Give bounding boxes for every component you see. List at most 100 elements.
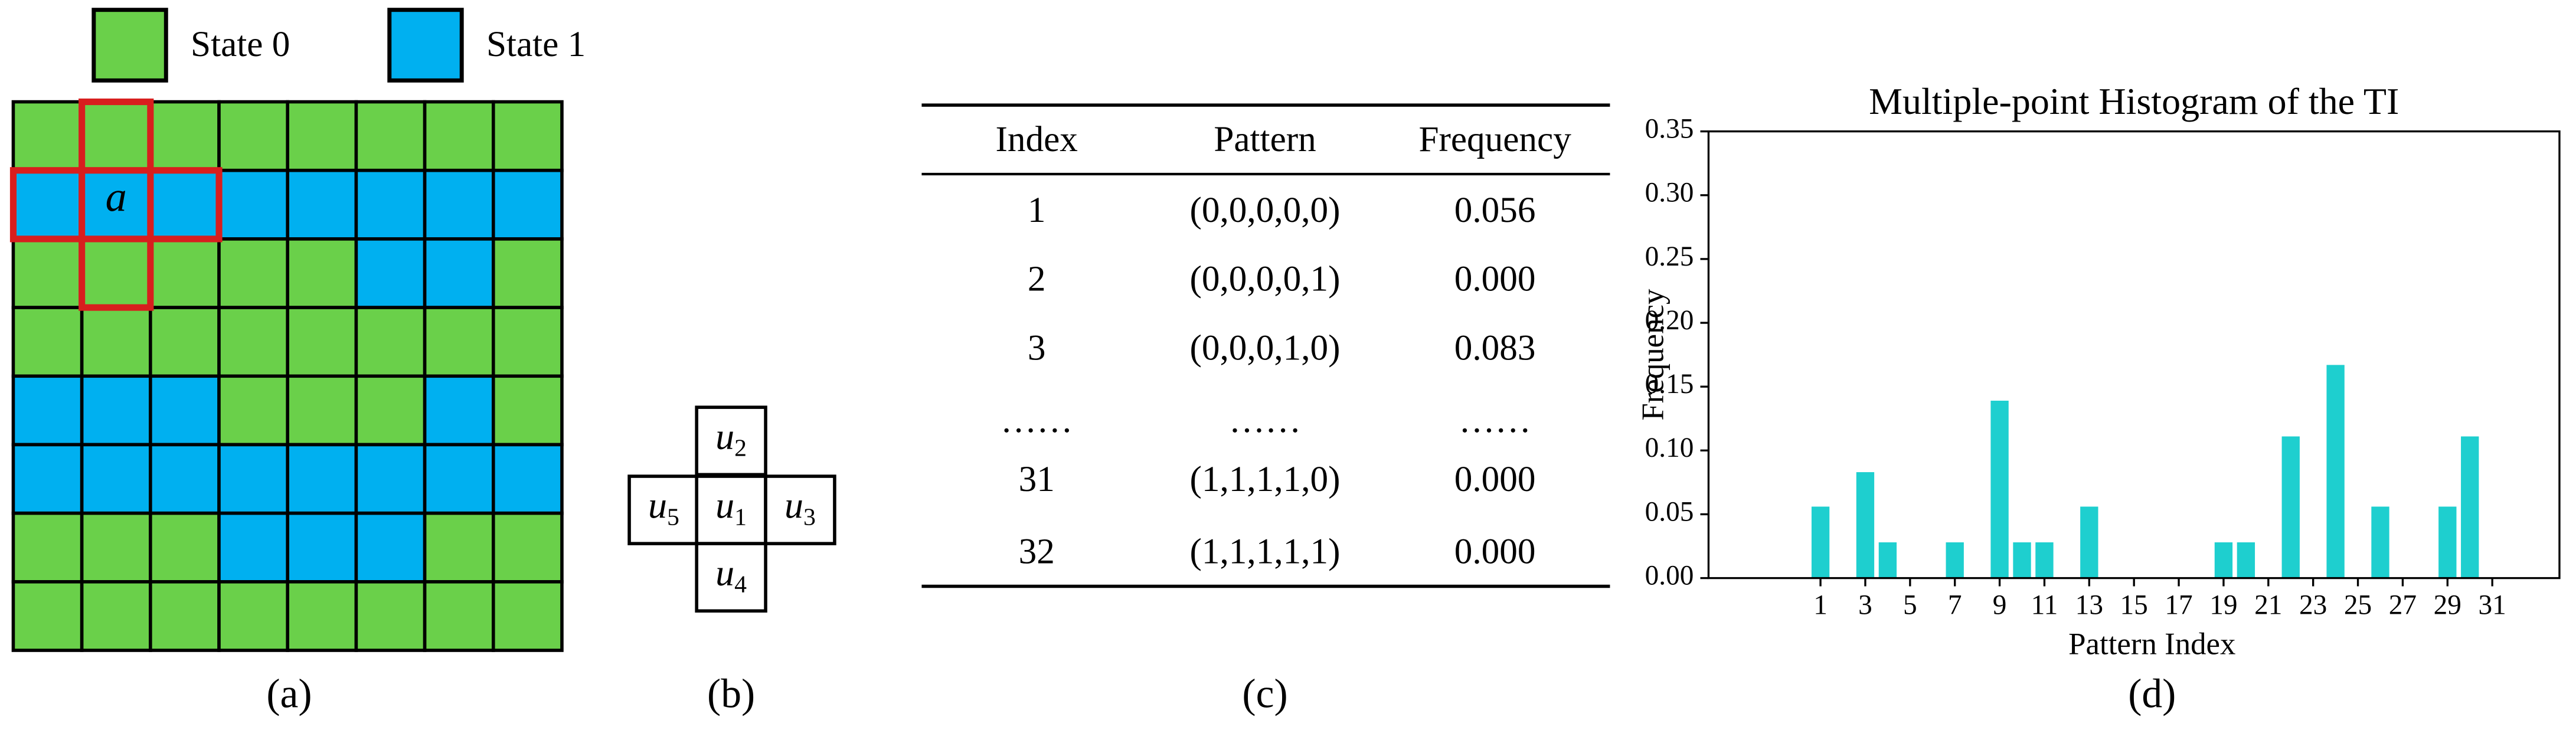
table-cell: 1 bbox=[1028, 190, 1046, 230]
grid-cell bbox=[11, 580, 84, 652]
bar bbox=[2013, 542, 2031, 578]
stencil-label: u5 bbox=[648, 484, 679, 531]
x-axis-label: Pattern Index bbox=[2068, 627, 2235, 662]
symbol: u bbox=[715, 551, 734, 593]
grid-cell bbox=[149, 511, 221, 584]
grid-cell bbox=[80, 168, 152, 241]
grid-cell bbox=[354, 100, 427, 172]
legend-swatch bbox=[91, 8, 168, 83]
highlight bbox=[79, 98, 154, 311]
symbol: u bbox=[784, 484, 803, 526]
bar bbox=[2035, 542, 2054, 578]
grid-cell bbox=[11, 374, 84, 447]
grid-cell bbox=[491, 306, 564, 378]
caption: (c) bbox=[1242, 672, 1287, 717]
grid-cell bbox=[149, 237, 221, 309]
grid-cell bbox=[11, 511, 84, 584]
grid-cell bbox=[354, 580, 427, 652]
grid-cell bbox=[423, 580, 495, 652]
grid-cell bbox=[491, 237, 564, 309]
x-tick-label: 25 bbox=[2344, 590, 2372, 621]
caption: (a) bbox=[266, 672, 312, 717]
grid-cell bbox=[491, 580, 564, 652]
caption: (d) bbox=[2128, 672, 2176, 717]
subscript: 1 bbox=[734, 503, 747, 531]
grid-cell bbox=[423, 374, 495, 447]
grid-cell bbox=[80, 511, 152, 584]
stencil-cell bbox=[695, 542, 767, 613]
bar bbox=[2214, 542, 2233, 578]
y-tick-label: 0.15 bbox=[1645, 369, 1694, 400]
plot-frame bbox=[1707, 130, 2561, 580]
y-tick-label: 0.20 bbox=[1645, 305, 1694, 336]
stencil-label: u1 bbox=[715, 484, 747, 531]
grid-cell bbox=[149, 168, 221, 241]
grid-cell bbox=[80, 100, 152, 172]
grid-cell bbox=[80, 306, 152, 378]
y-tick-label: 0.35 bbox=[1645, 113, 1694, 144]
legend-label: State 1 bbox=[486, 24, 586, 64]
table-cell: (0,0,0,0,0) bbox=[1190, 190, 1341, 230]
x-tick-label: 9 bbox=[1993, 590, 2007, 621]
table-cell: …… bbox=[1229, 400, 1301, 440]
grid-cell bbox=[354, 443, 427, 515]
grid-cell bbox=[491, 511, 564, 584]
x-tick-label: 17 bbox=[2165, 590, 2192, 621]
grid-cell bbox=[423, 100, 495, 172]
table-cell: 0.056 bbox=[1454, 190, 1536, 230]
grid-cell bbox=[217, 580, 289, 652]
grid-cell bbox=[491, 168, 564, 241]
bar bbox=[2080, 506, 2098, 578]
subscript: 2 bbox=[734, 434, 747, 461]
y-tick-label: 0.30 bbox=[1645, 178, 1694, 208]
stencil-label: u4 bbox=[715, 551, 747, 598]
bar bbox=[2237, 542, 2255, 578]
table-header: Pattern bbox=[1214, 119, 1316, 159]
grid-cell bbox=[423, 443, 495, 515]
x-tick-label: 13 bbox=[2075, 590, 2103, 621]
legend-label: State 0 bbox=[191, 24, 290, 64]
grid-cell bbox=[149, 306, 221, 378]
subscript: 5 bbox=[667, 503, 679, 531]
symbol: u bbox=[715, 415, 734, 457]
x-tick-label: 3 bbox=[1858, 590, 1872, 621]
y-tick-label: 0.10 bbox=[1645, 433, 1694, 463]
grid-cell bbox=[149, 100, 221, 172]
grid-cell bbox=[286, 168, 358, 241]
grid-cell bbox=[11, 306, 84, 378]
table-cell: 0.000 bbox=[1454, 459, 1536, 499]
grid-cell bbox=[423, 511, 495, 584]
bar bbox=[1990, 400, 2009, 578]
grid-cell bbox=[80, 580, 152, 652]
table-cell: 0.000 bbox=[1454, 532, 1536, 572]
grid-cell bbox=[11, 443, 84, 515]
bar bbox=[2326, 365, 2345, 578]
grid-cell bbox=[217, 306, 289, 378]
grid-cell bbox=[286, 100, 358, 172]
grid-cell bbox=[80, 374, 152, 447]
grid-cell bbox=[149, 443, 221, 515]
y-tick-label: 0.25 bbox=[1645, 241, 1694, 272]
bar bbox=[1856, 472, 1875, 578]
grid-cell bbox=[217, 168, 289, 241]
subscript: 4 bbox=[734, 571, 747, 598]
x-tick-label: 27 bbox=[2389, 590, 2417, 621]
stencil-cell bbox=[764, 474, 836, 545]
grid-cell bbox=[286, 511, 358, 584]
bar bbox=[2438, 506, 2457, 578]
grid-cell bbox=[11, 168, 84, 241]
y-axis-label: Frequency bbox=[1636, 289, 1671, 421]
grid-cell bbox=[11, 100, 84, 172]
grid-cell bbox=[149, 580, 221, 652]
table-cell: 31 bbox=[1019, 459, 1055, 499]
grid-cell bbox=[11, 237, 84, 309]
grid-cell bbox=[286, 374, 358, 447]
caption: (b) bbox=[707, 672, 755, 717]
grid-cell bbox=[491, 443, 564, 515]
grid-cell bbox=[354, 168, 427, 241]
highlight bbox=[9, 167, 223, 243]
stencil-cell bbox=[627, 474, 700, 545]
table-cell: 2 bbox=[1028, 259, 1046, 299]
table-cell: …… bbox=[1001, 400, 1073, 440]
